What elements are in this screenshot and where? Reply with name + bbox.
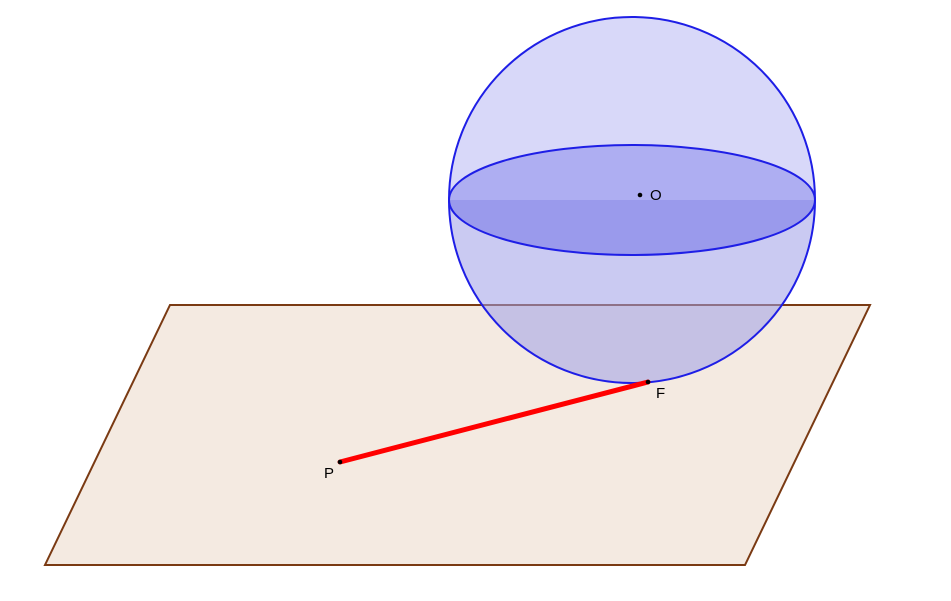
point-o xyxy=(638,193,643,198)
point-p xyxy=(338,460,343,465)
label-p: P xyxy=(324,465,334,482)
label-f: F xyxy=(656,385,665,402)
geometry-diagram: O F P xyxy=(0,0,951,601)
label-o: O xyxy=(650,187,662,204)
point-f xyxy=(646,380,651,385)
